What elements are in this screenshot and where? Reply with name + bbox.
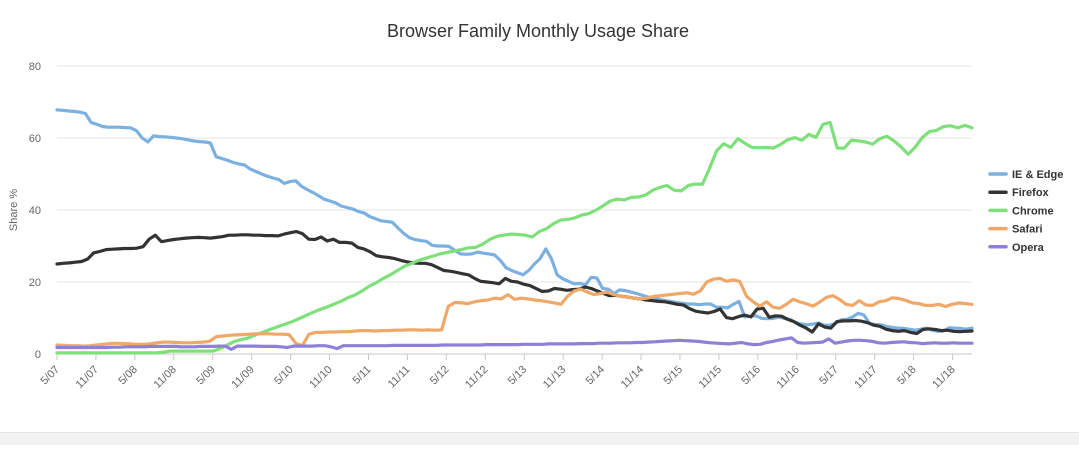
legend-item-chrome[interactable]: Chrome: [988, 205, 1054, 217]
y-tick-label: 80: [29, 61, 41, 73]
legend-item-safari[interactable]: Safari: [988, 224, 1043, 236]
y-axis-title: Share %: [8, 189, 20, 231]
x-tick-label: 5/14: [584, 364, 608, 388]
legend-label: IE & Edge: [1012, 169, 1063, 181]
legend-item-ie-edge[interactable]: IE & Edge: [988, 169, 1063, 181]
x-tick-label: 5/18: [895, 364, 919, 388]
y-tick-label: 20: [29, 277, 41, 289]
x-tick-label: 11/10: [307, 364, 334, 391]
x-tick-label: 5/15: [661, 364, 685, 388]
x-tick-label: 11/09: [229, 364, 256, 391]
y-tick-label: 40: [29, 205, 41, 217]
x-tick-label: 5/09: [194, 364, 218, 388]
legend-label: Chrome: [1012, 205, 1054, 217]
bottom-scroll-strip: [0, 432, 1079, 445]
x-tick-label: 11/16: [775, 364, 802, 391]
x-tick-label: 11/08: [152, 364, 179, 391]
series-line-opera[interactable]: [55, 336, 974, 351]
x-tick-label: 11/17: [852, 364, 879, 391]
x-tick-label: 5/17: [817, 364, 841, 388]
x-tick-label: 5/16: [739, 364, 763, 388]
x-tick-label: 5/13: [506, 364, 530, 388]
x-tick-label: 11/15: [697, 364, 724, 391]
legend-item-opera[interactable]: Opera: [988, 242, 1045, 254]
y-tick-label: 60: [29, 133, 41, 145]
x-tick-label: 11/07: [74, 364, 101, 391]
y-tick-label: 0: [35, 349, 41, 361]
legend-label: Opera: [1012, 242, 1045, 254]
x-tick-label: 11/14: [619, 364, 646, 391]
x-tick-label: 5/10: [272, 364, 296, 388]
series-line-safari[interactable]: [55, 276, 974, 348]
x-tick-label: 11/18: [930, 364, 957, 391]
x-tick-label: 5/07: [38, 364, 62, 388]
x-tick-label: 11/13: [541, 364, 568, 391]
x-tick-label: 11/11: [386, 364, 413, 391]
series-line-firefox[interactable]: [55, 230, 974, 336]
series-line-chrome[interactable]: [55, 120, 974, 355]
legend-label: Safari: [1012, 224, 1043, 236]
chart-title: Browser Family Monthly Usage Share: [387, 21, 689, 41]
legend-item-firefox[interactable]: Firefox: [988, 187, 1050, 199]
legend-label: Firefox: [1012, 187, 1050, 199]
x-tick-label: 11/12: [463, 364, 490, 391]
x-tick-label: 5/08: [116, 364, 140, 388]
x-tick-label: 5/11: [351, 364, 374, 387]
x-tick-label: 5/12: [428, 364, 452, 388]
